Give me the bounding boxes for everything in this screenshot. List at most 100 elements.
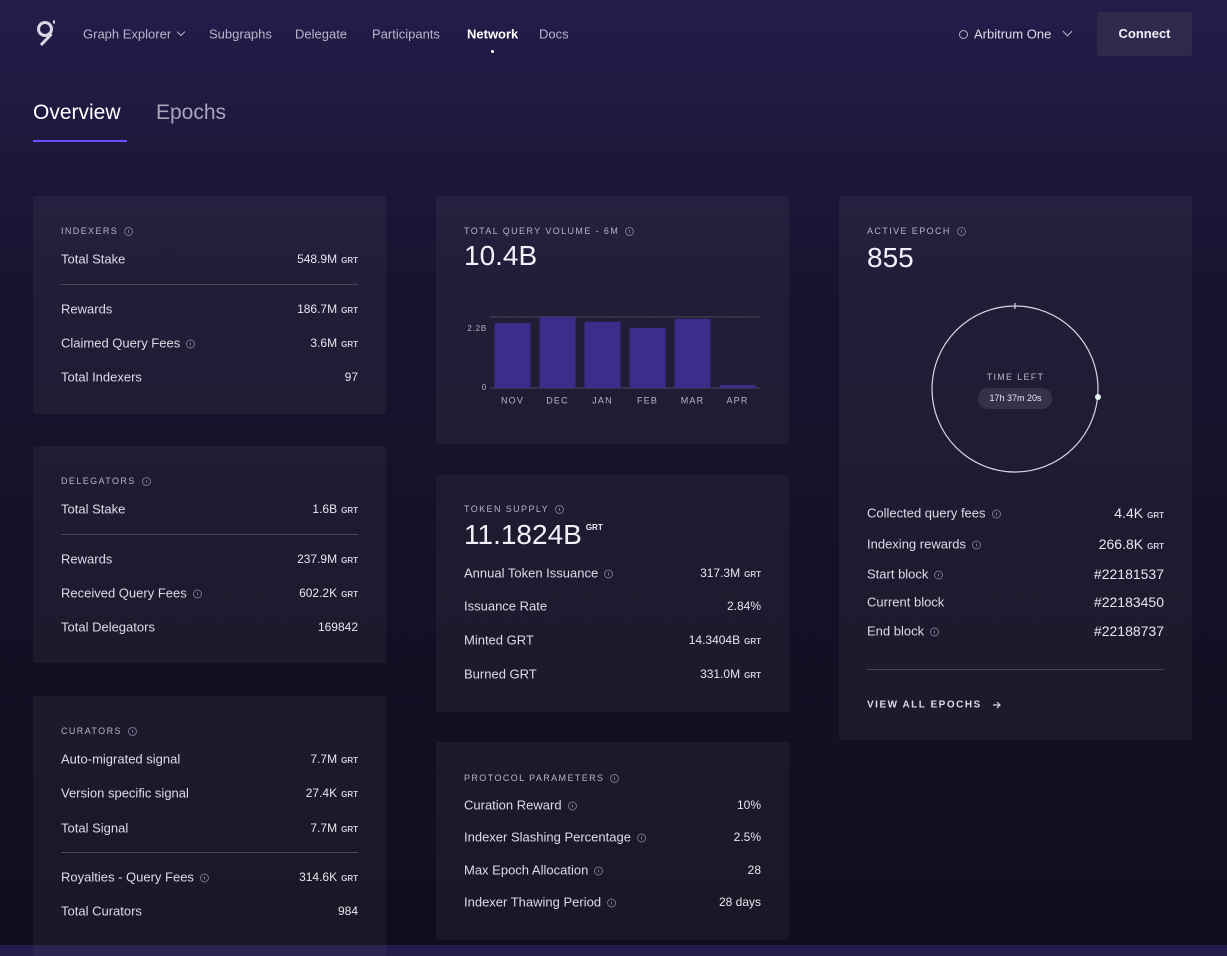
- info-icon: [186, 339, 196, 349]
- row-value-text: #22188737: [1093, 623, 1164, 639]
- row-label-text: Total Delegators: [61, 619, 155, 635]
- row-label: Issuance Rate: [464, 599, 547, 614]
- info-icon: [930, 627, 940, 637]
- nav-link[interactable]: Docs: [539, 26, 569, 42]
- row-label: Start block: [867, 566, 944, 582]
- row-label: Collected query fees: [867, 506, 1001, 521]
- row-value: 266.8K GRT: [1099, 536, 1164, 552]
- row-label-text: Current block: [867, 594, 945, 610]
- info-icon: [192, 589, 202, 599]
- row-value-text: 14.3404B: [688, 633, 741, 647]
- row-value-text: 97: [344, 370, 358, 384]
- row-unit: GRT: [1147, 511, 1164, 520]
- row-value: 548.9M GRT: [297, 252, 358, 266]
- nav-link[interactable]: Participants: [372, 26, 440, 42]
- row-label: Current block: [867, 595, 944, 610]
- tab[interactable]: Overview: [33, 101, 121, 124]
- info-icon: [141, 477, 151, 487]
- headline-value: 11.1824B: [464, 519, 582, 550]
- info-icon: [594, 866, 604, 876]
- row-value: #22183450: [1094, 594, 1164, 610]
- row-value: 7.7M GRT: [310, 821, 358, 835]
- row-value: 984: [338, 904, 358, 918]
- divider: [61, 534, 358, 535]
- row-value: 28 days: [719, 895, 761, 909]
- row-label: Total Stake: [61, 252, 125, 267]
- row-unit: GRT: [744, 570, 761, 579]
- row-label-text: Indexer Thawing Period: [464, 894, 602, 910]
- card: CURATORS Auto-migrated signal 7.7M GRT Versi…: [33, 696, 386, 956]
- row-value-text: 331.0M: [700, 667, 741, 681]
- row-value: 14.3404B GRT: [689, 633, 761, 647]
- row-value: 314.6K GRT: [299, 870, 358, 884]
- row-value-text: 314.6K: [299, 870, 338, 884]
- chevron: [176, 27, 186, 37]
- row-value: 602.2K GRT: [299, 586, 358, 600]
- card-title: TOKEN SUPPLY: [464, 503, 564, 515]
- headline: 855: [867, 242, 914, 274]
- row-label-text: Collected query fees: [867, 505, 986, 521]
- active-dot: [491, 50, 494, 53]
- card-title: PROTOCOL PARAMETERS: [464, 773, 620, 784]
- connect-button[interactable]: Connect: [1097, 12, 1192, 56]
- row-value-text: 2.5%: [733, 830, 761, 844]
- row-unit: GRT: [1147, 542, 1164, 551]
- row-unit: GRT: [341, 256, 358, 265]
- row-unit: GRT: [341, 340, 358, 349]
- card-title-text: ACTIVE EPOCH: [867, 225, 951, 236]
- network-select[interactable]: Arbitrum One: [974, 26, 1052, 42]
- info-icon: [604, 569, 614, 579]
- row-label: Total Stake: [61, 502, 125, 517]
- info-icon: [607, 898, 617, 908]
- row-unit: GRT: [341, 825, 358, 834]
- headline-value: 10.4B: [464, 240, 538, 271]
- info-icon: [991, 509, 1001, 519]
- row-value-text: 317.3M: [700, 566, 741, 580]
- view-all-epochs[interactable]: VIEW ALL EPOCHS: [867, 699, 982, 711]
- nav-link[interactable]: Network: [467, 26, 519, 42]
- card: DELEGATORS Total Stake 1.6B GRT Rewards 237.9…: [33, 446, 386, 663]
- row-unit: GRT: [341, 874, 358, 883]
- row-label-text: Claimed Query Fees: [61, 335, 181, 351]
- row-label: Indexer Thawing Period: [464, 894, 617, 910]
- headline-value: 855: [867, 242, 914, 273]
- logo[interactable]: [36, 20, 58, 48]
- row-value: #22181537: [1094, 566, 1164, 582]
- row-value-text: #22181537: [1093, 566, 1164, 582]
- row-label-text: Start block: [867, 566, 929, 582]
- headline: 11.1824B GRT: [464, 519, 603, 551]
- row-value-text: 186.7M: [297, 302, 338, 316]
- tab[interactable]: Epochs: [156, 101, 227, 124]
- row-unit: GRT: [341, 506, 358, 515]
- row-value: 97: [345, 370, 358, 384]
- info-icon: [127, 727, 137, 737]
- divider: [867, 669, 1164, 670]
- row-unit: GRT: [341, 756, 358, 765]
- headline: 10.4B: [464, 240, 537, 272]
- row-label-text: Rewards: [61, 301, 113, 317]
- card-title: INDEXERS: [61, 226, 134, 237]
- row-value: 186.7M GRT: [297, 302, 358, 316]
- row-value-text: 27.4K: [305, 786, 338, 800]
- row-label: Royalties - Query Fees: [61, 870, 209, 885]
- row-label-text: Total Indexers: [61, 369, 142, 385]
- card-title-text: TOKEN SUPPLY: [464, 503, 549, 514]
- card: TOKEN SUPPLY 11.1824B GRT Annual Token Issu…: [436, 475, 789, 712]
- row-label: Total Delegators: [61, 620, 155, 635]
- row-label: Received Query Fees: [61, 586, 202, 601]
- row-label-text: End block: [867, 623, 925, 639]
- row-label-text: Version specific signal: [61, 785, 189, 801]
- row-label: Total Curators: [61, 904, 142, 919]
- nav-link[interactable]: Subgraphs: [209, 26, 272, 42]
- row-value-text: 10%: [736, 798, 761, 812]
- row-label: End block: [867, 623, 940, 639]
- row-unit: GRT: [341, 306, 358, 315]
- nav-link[interactable]: Delegate: [295, 26, 348, 42]
- row-label: Rewards: [61, 552, 112, 567]
- row-value: 4.4K GRT: [1114, 505, 1164, 521]
- row-value-text: 7.7M: [310, 821, 338, 835]
- card-title: TOTAL QUERY VOLUME - 6M: [464, 226, 635, 237]
- nav-link[interactable]: Graph Explorer: [83, 26, 172, 42]
- row-label-text: Total Stake: [61, 251, 126, 267]
- row-value-text: 237.9M: [297, 552, 338, 566]
